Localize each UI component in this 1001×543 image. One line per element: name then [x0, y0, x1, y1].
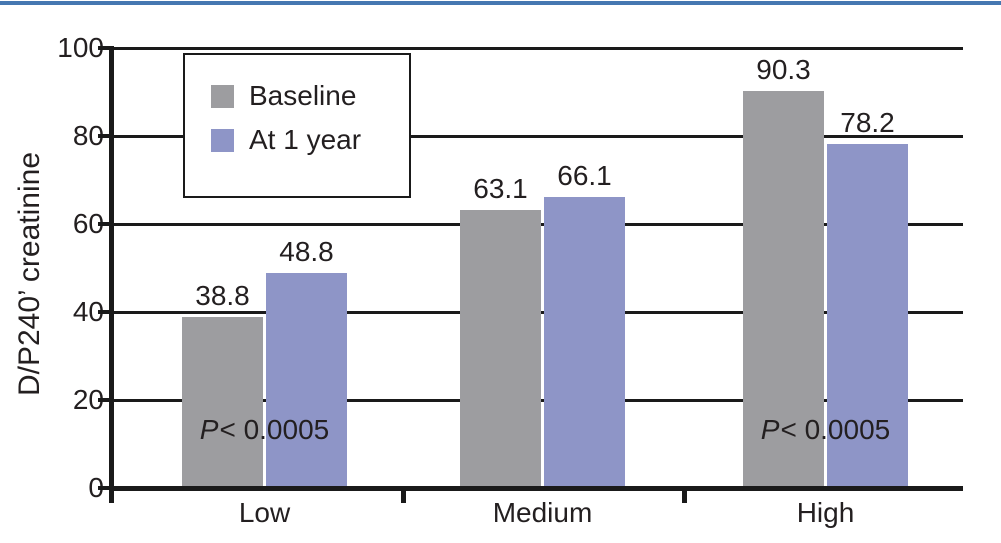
bar-at1year-low	[266, 273, 347, 488]
bar-baseline-medium	[460, 210, 541, 488]
y-tick-label-0: 0	[88, 472, 104, 503]
value-label-medium-0: 63.1	[473, 173, 528, 205]
x-category-label-low: Low	[238, 497, 291, 528]
value-label-high-1: 78.2	[840, 106, 895, 138]
legend-label-baseline: Baseline	[249, 80, 357, 111]
x-category-label-medium: Medium	[492, 497, 593, 528]
bar-baseline-high	[743, 90, 824, 488]
p-italic: P	[199, 414, 219, 445]
value-label-high-0: 90.3	[756, 53, 811, 85]
legend-item-baseline: Baseline	[211, 81, 409, 111]
y-axis-line	[109, 46, 114, 503]
top-border-rule	[0, 1, 1001, 5]
at1year-color-swatch	[211, 128, 234, 152]
y-tick-20	[98, 398, 112, 402]
value-label-low-0: 38.8	[195, 280, 250, 312]
legend-item-at1year: At 1 year	[211, 125, 409, 155]
y-tick-label-100: 100	[57, 32, 104, 63]
x-tick-separator-1	[681, 490, 687, 503]
p-value-text: < 0.0005	[780, 414, 891, 445]
y-tick-label-80: 80	[72, 120, 104, 151]
baseline-color-swatch	[211, 84, 234, 108]
value-label-medium-1: 66.1	[557, 160, 612, 192]
y-tick-80	[98, 134, 112, 138]
y-tick-40	[98, 310, 112, 314]
p-value-text: < 0.0005	[219, 414, 330, 445]
value-label-low-1: 48.8	[279, 236, 334, 268]
bar-at1year-medium	[544, 197, 625, 488]
legend-label-at1year: At 1 year	[249, 124, 362, 155]
y-tick-60	[98, 222, 112, 226]
p-value-annotation-0: P< 0.0005	[125, 414, 405, 446]
y-tick-0	[98, 486, 112, 490]
y-tick-100	[98, 46, 112, 50]
y-axis-title: D/P240’ creatinine	[13, 151, 46, 397]
x-axis-line	[109, 486, 963, 491]
p-value-annotation-1: P< 0.0005	[686, 414, 966, 446]
x-category-label-high: High	[796, 497, 855, 528]
legend: Baseline At 1 year	[183, 53, 411, 198]
gridline-80	[113, 134, 963, 138]
gridline-100	[113, 46, 963, 50]
bar-baseline-low	[182, 317, 263, 488]
bar-at1year-high	[827, 143, 908, 488]
p-italic: P	[760, 414, 780, 445]
x-tick-separator-0	[401, 490, 406, 503]
